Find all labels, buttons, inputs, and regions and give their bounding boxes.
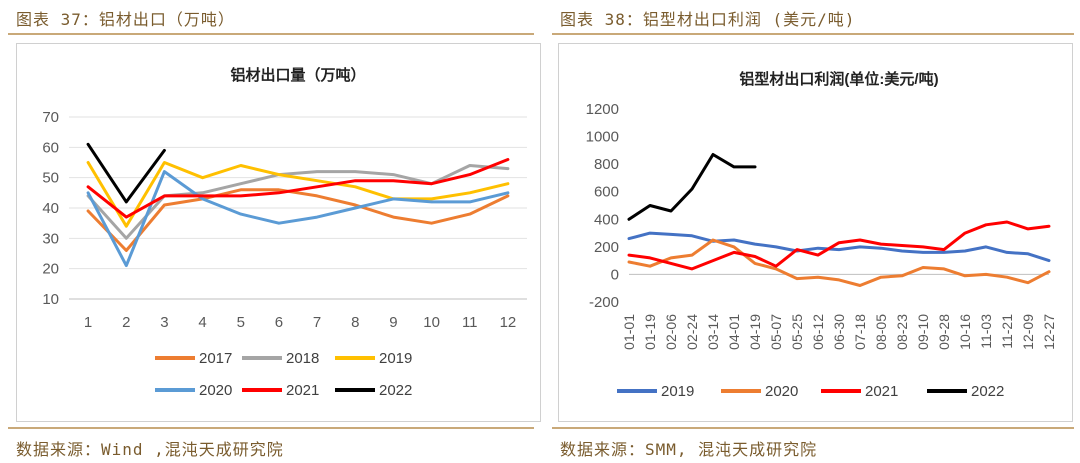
y-tick-label: 70 xyxy=(42,109,59,126)
legend-label-2019: 2019 xyxy=(379,350,412,367)
x-tick-label: 11-21 xyxy=(999,314,1015,349)
x-tick-label: 2 xyxy=(122,314,130,331)
series-line-2020 xyxy=(627,238,1051,287)
x-tick-label: 03-14 xyxy=(705,314,721,350)
x-tick-label: 4 xyxy=(198,314,206,331)
series-line-2019 xyxy=(86,161,510,228)
x-tick-label: 02-06 xyxy=(663,314,679,350)
series-line-2022 xyxy=(627,153,757,221)
x-tick-label: 3 xyxy=(160,314,168,331)
y-tick-label: 60 xyxy=(42,139,59,156)
series-line-2019 xyxy=(627,231,1051,263)
left-header-rule xyxy=(8,33,534,35)
legend-label-2022: 2022 xyxy=(379,382,412,399)
x-tick-label: 5 xyxy=(237,314,245,331)
y-tick-label: -200 xyxy=(589,294,619,311)
left-source-note: 数据来源：Wind ,混沌天成研究院 xyxy=(16,440,284,459)
legend-label-2018: 2018 xyxy=(286,350,319,367)
x-tick-label: 6 xyxy=(275,314,283,331)
chart-title: 铝材出口量（万吨） xyxy=(230,66,365,84)
y-tick-label: 10 xyxy=(42,291,59,308)
legend-label-2019: 2019 xyxy=(661,383,694,400)
x-tick-label: 11-03 xyxy=(978,314,994,349)
x-tick-label: 7 xyxy=(313,314,321,331)
series-line-2021 xyxy=(86,158,510,219)
x-tick-label: 06-30 xyxy=(831,314,847,350)
x-tick-label: 8 xyxy=(351,314,359,331)
left-figure-header: 图表 37：铝材出口（万吨） xyxy=(16,10,235,29)
y-tick-label: 50 xyxy=(42,170,59,187)
x-tick-label: 01-19 xyxy=(642,314,658,350)
x-tick-label: 10-16 xyxy=(957,314,973,350)
y-tick-label: 1000 xyxy=(586,129,619,146)
y-tick-label: 40 xyxy=(42,200,59,217)
x-tick-label: 09-10 xyxy=(915,314,931,350)
legend-label-2017: 2017 xyxy=(199,350,232,367)
y-tick-label: 600 xyxy=(594,184,619,201)
y-tick-label: 1200 xyxy=(586,101,619,118)
legend-label-2022: 2022 xyxy=(971,383,1004,400)
x-tick-label: 08-05 xyxy=(873,314,889,350)
chart-title: 铝型材出口利润(单位:美元/吨) xyxy=(739,70,938,88)
y-tick-label: 200 xyxy=(594,239,619,256)
series-line-2022 xyxy=(86,142,166,204)
x-tick-label: 12-09 xyxy=(1020,314,1036,350)
y-tick-label: 30 xyxy=(42,230,59,247)
x-tick-label: 04-19 xyxy=(747,314,763,350)
series-line-2017 xyxy=(86,188,510,252)
x-tick-label: 9 xyxy=(389,314,397,331)
right-chart: 铝型材出口利润(单位:美元/吨) -200 0 200 400 600 800 1000 120… xyxy=(586,70,1057,400)
series-line-2020 xyxy=(86,170,510,268)
left-chart-panel: 铝材出口量（万吨） 10 20 30 40 50 60 70 1 2 3 4 5 6 7 8 9 10 11 12 20… xyxy=(16,43,541,422)
right-footer-rule xyxy=(552,427,1074,429)
x-tick-label: 01-01 xyxy=(621,314,637,350)
right-chart-panel: 铝型材出口利润(单位:美元/吨) -200 0 200 400 600 800 1000 120… xyxy=(558,43,1073,422)
y-tick-label: 400 xyxy=(594,211,619,228)
x-tick-label: 1 xyxy=(84,314,92,331)
x-tick-label: 04-01 xyxy=(726,314,742,350)
series-line-2021 xyxy=(627,220,1051,271)
x-tick-label: 11 xyxy=(462,314,478,331)
x-tick-label: 02-24 xyxy=(684,314,700,350)
x-tick-label: 12-27 xyxy=(1041,314,1057,350)
legend-label-2021: 2021 xyxy=(865,383,898,400)
right-header-rule xyxy=(552,33,1074,35)
legend-label-2021: 2021 xyxy=(286,382,319,399)
x-tick-label: 05-07 xyxy=(768,314,784,350)
x-tick-label: 08-23 xyxy=(894,314,910,350)
right-source-note: 数据来源：SMM, 混沌天成研究院 xyxy=(560,440,818,459)
x-tick-label: 12 xyxy=(500,314,517,331)
x-tick-label: 07-18 xyxy=(852,314,868,350)
x-tick-label: 06-12 xyxy=(810,314,826,350)
legend-label-2020: 2020 xyxy=(765,383,798,400)
legend-label-2020: 2020 xyxy=(199,382,232,399)
y-tick-label: 800 xyxy=(594,156,619,173)
y-tick-label: 20 xyxy=(42,261,59,278)
y-tick-label: 0 xyxy=(611,266,619,283)
right-figure-header: 图表 38：铝型材出口利润 (美元/吨) xyxy=(560,10,856,29)
x-tick-label: 10 xyxy=(423,314,440,331)
x-tick-label: 09-28 xyxy=(936,314,952,350)
left-footer-rule xyxy=(8,427,534,429)
x-tick-label: 05-25 xyxy=(789,314,805,350)
